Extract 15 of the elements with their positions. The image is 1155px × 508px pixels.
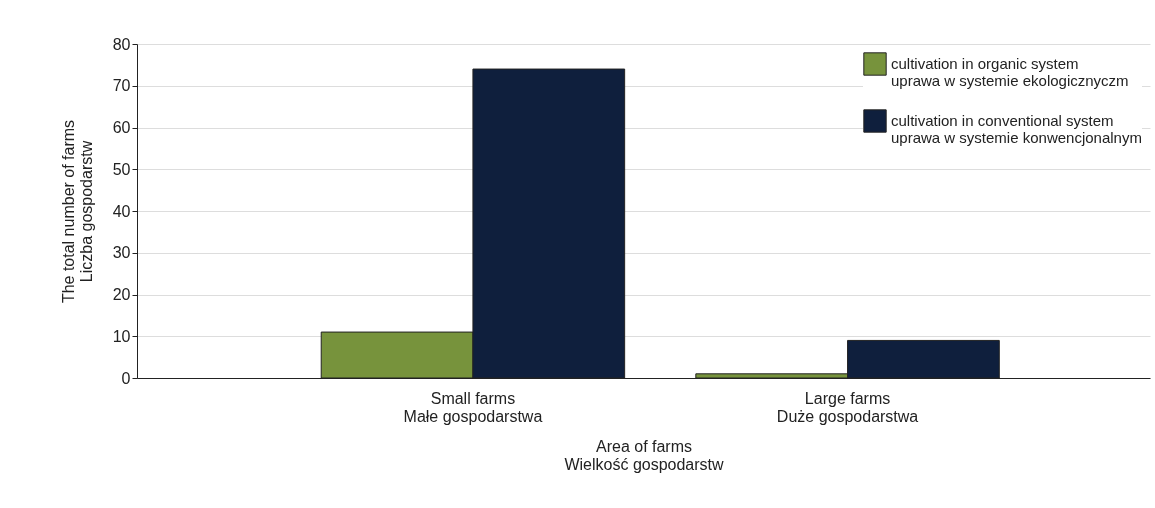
x-axis-title: Area of farms Wielkość gospodarstw [564, 437, 725, 473]
y-tick-label: 10 [112, 327, 131, 345]
y-tick-label: 80 [112, 35, 131, 53]
x-tick-label: Large farms Duże gospodarstwa [776, 389, 919, 425]
legend-label: cultivation in conventional system uprawa w systemie konwencjonalnym [891, 112, 1142, 146]
y-tick-label: 20 [112, 286, 131, 303]
y-tick-label: 60 [112, 119, 131, 136]
y-tick-label: 30 [112, 244, 131, 262]
y-tick-label: 50 [112, 160, 131, 178]
y-tick-label: 40 [112, 202, 131, 220]
y-tick-label: 70 [112, 77, 131, 95]
y-axis-title: The total number of farms Liczba gospodarstw [59, 119, 95, 304]
x-tick-label: Small farms Małe gospodarstwa [403, 389, 543, 425]
legend-label: cultivation in organic system uprawa w systemie ekologicznyczm [891, 55, 1129, 89]
y-tick-label: 0 [121, 369, 131, 387]
